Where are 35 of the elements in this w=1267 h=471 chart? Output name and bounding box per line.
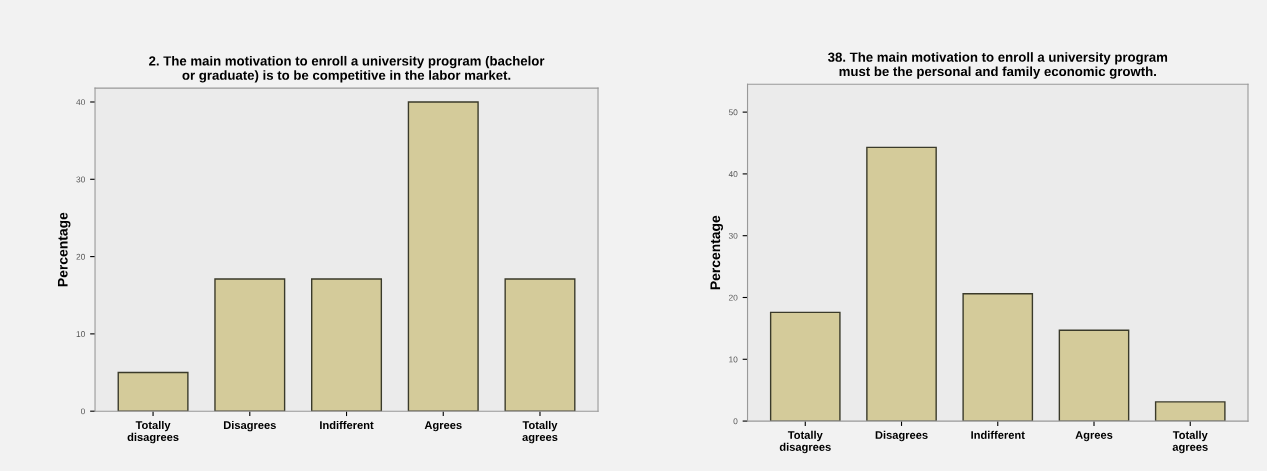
x-tick-label: Indifferent xyxy=(971,430,1025,439)
y-tick-label: 20 xyxy=(76,253,85,260)
y-tick-label: 0 xyxy=(733,418,738,425)
y-tick-label: 40 xyxy=(76,99,85,106)
bar xyxy=(311,278,383,412)
x-tick-label: Totally agrees xyxy=(522,420,558,444)
bar xyxy=(117,371,189,412)
bar xyxy=(504,278,576,412)
y-tick-label: 40 xyxy=(728,171,738,178)
x-tick-label: Indifferent xyxy=(320,420,374,430)
y-tick-label: 20 xyxy=(728,294,738,301)
x-tick-label: Disagrees xyxy=(223,420,276,432)
bar xyxy=(407,101,479,412)
bar xyxy=(866,146,937,422)
y-axis-title: Percentage xyxy=(57,212,71,287)
y-axis-title: Percentage xyxy=(710,215,723,290)
y-tick-label: 30 xyxy=(728,232,738,239)
chart-title: 2. The main motivation to enroll a university program (bachelor or graduate) is to be competitive in the labor market. xyxy=(149,55,545,83)
bar xyxy=(214,278,286,412)
y-tick-label: 10 xyxy=(729,356,738,363)
y-tick-label: 0 xyxy=(80,408,85,415)
x-tick-label: Agrees xyxy=(424,421,462,432)
bar xyxy=(1154,401,1226,422)
y-tick-label: 50 xyxy=(728,109,738,116)
y-tick-label: 30 xyxy=(76,176,85,183)
x-tick-label: Totally disagrees xyxy=(127,420,179,444)
x-tick-label: Agrees xyxy=(1075,431,1113,442)
x-tick-label: Totally disagrees xyxy=(779,430,831,454)
y-tick-label: 10 xyxy=(76,331,85,337)
x-tick-label: Totally agrees xyxy=(1172,430,1208,454)
bar xyxy=(769,311,841,422)
x-tick-label: Disagrees xyxy=(875,430,928,442)
bar xyxy=(1058,329,1130,422)
bar xyxy=(962,293,1034,422)
chart-title: 38. The main motivation to enroll a university program must be the personal and family economic growth. xyxy=(827,52,1168,79)
